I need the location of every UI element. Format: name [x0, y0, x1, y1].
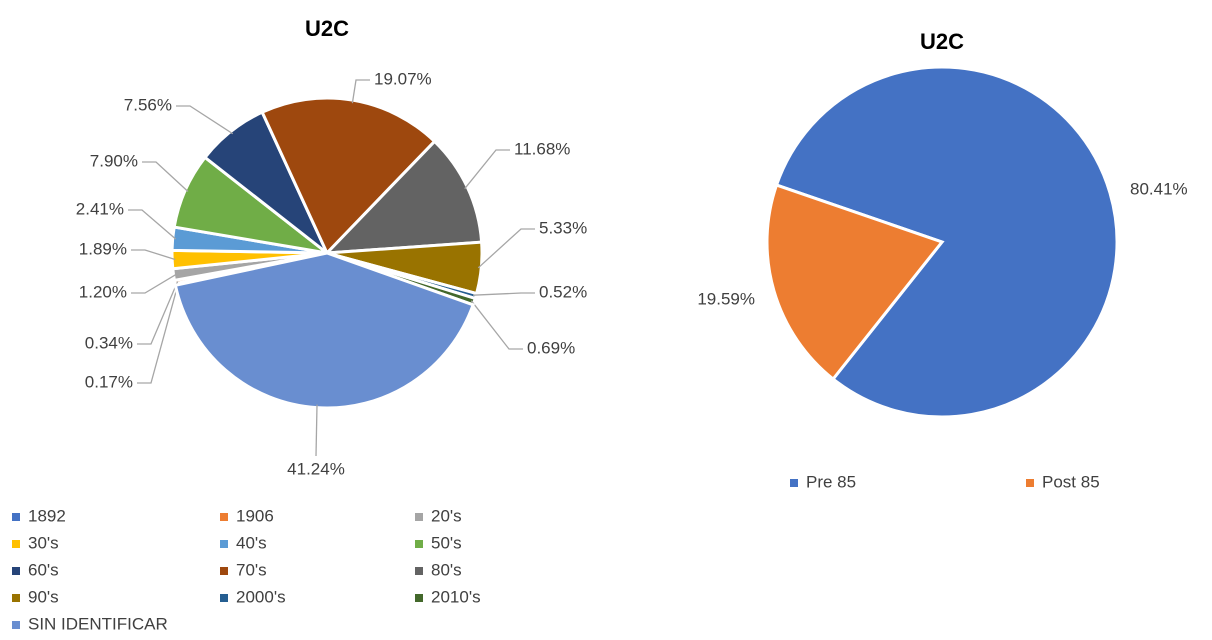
- legend-marker: [1026, 479, 1034, 487]
- legend-marker: [220, 540, 228, 548]
- pie-slice: [765, 183, 945, 382]
- data-label: 41.24%: [287, 459, 345, 478]
- data-label: 0.69%: [527, 338, 575, 357]
- legend-marker: [12, 513, 20, 521]
- legend-label: Post 85: [1042, 472, 1100, 491]
- data-label: 80.41%: [1130, 179, 1188, 198]
- leader-line: [472, 292, 535, 296]
- chart-title: U2C: [305, 16, 349, 41]
- data-label: 7.90%: [90, 151, 138, 170]
- legend-label: 50's: [431, 533, 462, 552]
- legend-marker: [12, 540, 20, 548]
- legend-marker: [415, 540, 423, 548]
- legend-label: 40's: [236, 533, 267, 552]
- legend-label: 1892: [28, 506, 66, 525]
- legend-label: 20's: [431, 506, 462, 525]
- legend-label: 30's: [28, 533, 59, 552]
- legend-marker: [220, 513, 228, 521]
- legend-label: 2010's: [431, 587, 481, 606]
- leader-line: [131, 249, 176, 261]
- leader-line: [131, 273, 177, 294]
- data-label: 1.20%: [79, 282, 127, 301]
- legend-marker: [790, 479, 798, 487]
- legend-marker: [220, 594, 228, 602]
- legend-marker: [12, 621, 20, 629]
- leader-line: [351, 79, 370, 104]
- leader-line: [464, 149, 510, 190]
- data-label: 0.52%: [539, 282, 587, 301]
- legend-label: 80's: [431, 560, 462, 579]
- legend-marker: [415, 513, 423, 521]
- leader-line: [137, 281, 179, 345]
- data-label: 0.34%: [85, 333, 133, 352]
- leader-line: [128, 209, 177, 240]
- chart-title: U2C: [920, 29, 964, 54]
- legend-marker: [12, 594, 20, 602]
- leader-line: [477, 228, 535, 269]
- legend-label: Pre 85: [806, 472, 856, 491]
- legend-marker: [220, 567, 228, 575]
- legend-marker: [415, 594, 423, 602]
- data-label: 19.07%: [374, 69, 432, 88]
- data-label: 5.33%: [539, 218, 587, 237]
- legend-marker: [415, 567, 423, 575]
- pie-slice: [774, 65, 1119, 419]
- leader-line: [470, 300, 523, 350]
- pie-slice: [323, 139, 484, 255]
- leader-line: [315, 404, 318, 457]
- data-label: 1.89%: [79, 239, 127, 258]
- data-label: 0.17%: [85, 372, 133, 391]
- legend-label: 2000's: [236, 587, 286, 606]
- data-label: 2.41%: [76, 199, 124, 218]
- legend-label: 70's: [236, 560, 267, 579]
- leader-line: [137, 283, 179, 384]
- legend-label: 1906: [236, 506, 274, 525]
- legend-label: 90's: [28, 587, 59, 606]
- legend-marker: [12, 567, 20, 575]
- legend-label: SIN IDENTIFICAR: [28, 614, 168, 633]
- data-label: 11.68%: [514, 139, 570, 158]
- legend-label: 60's: [28, 560, 59, 579]
- leader-line: [176, 105, 234, 135]
- data-label: 19.59%: [697, 289, 755, 308]
- leader-line: [142, 161, 189, 193]
- data-label: 7.56%: [124, 95, 172, 114]
